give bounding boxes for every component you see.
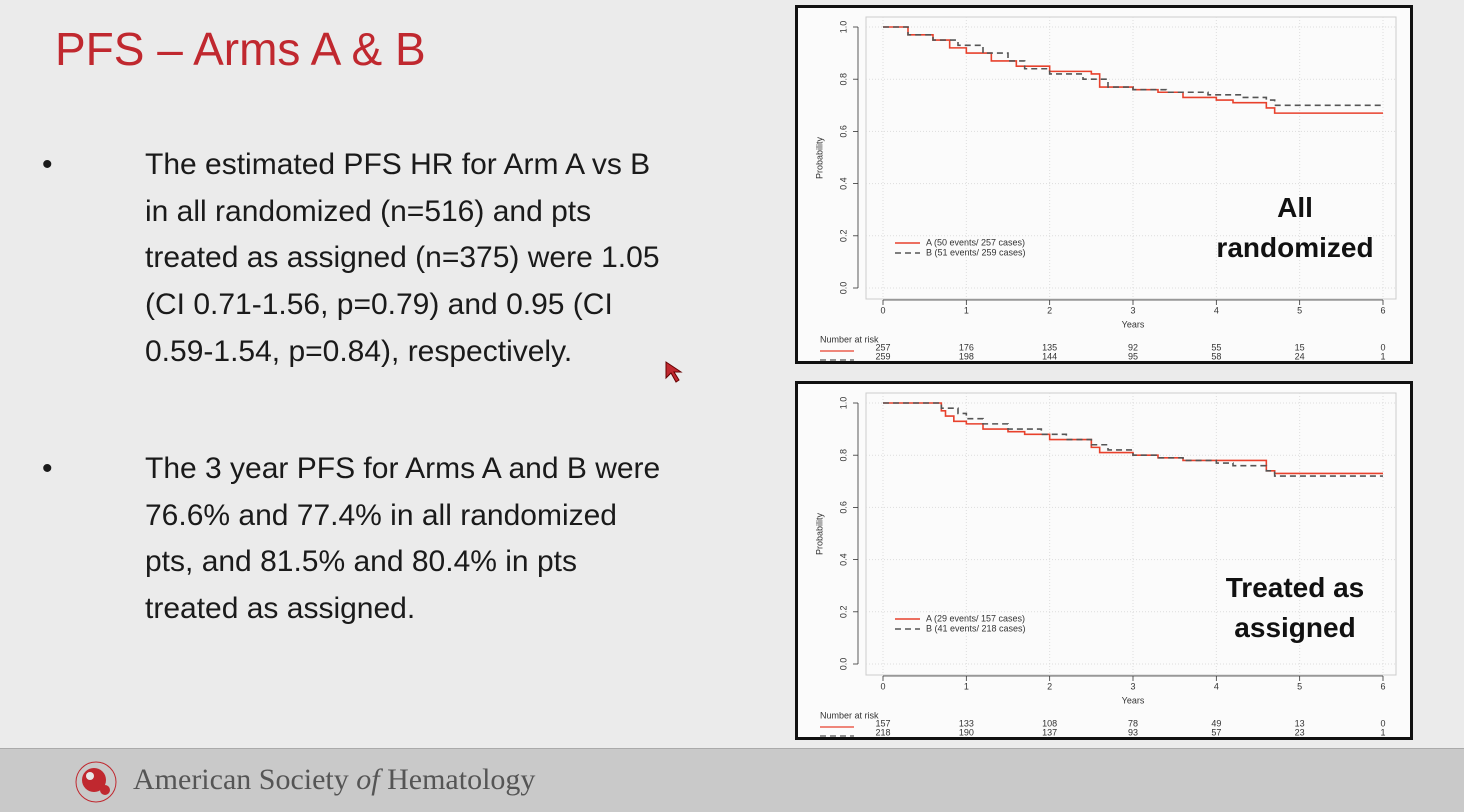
x-tick-label: 4 [1214, 305, 1219, 315]
y-tick-label: 0.6 [838, 501, 848, 514]
chart-annotation: All randomized [1216, 192, 1374, 263]
risk-table-title: Number at risk [820, 334, 879, 344]
y-axis-label: Probability [814, 512, 824, 555]
bullet-text: The estimated PFS HR for Arm A vs B in a… [145, 148, 660, 368]
risk-count: 78 [1128, 718, 1138, 728]
x-tick-label: 5 [1297, 681, 1302, 691]
risk-count: 144 [1042, 351, 1057, 361]
risk-count: 1 [1380, 727, 1385, 737]
km-chart: 0.0 0.2 0.4 0.6 0.8 1.0 Probability 0 1 2 3 4 5 6 Year… [795, 5, 1413, 364]
risk-count: 58 [1211, 351, 1221, 361]
risk-count: 190 [959, 727, 974, 737]
x-tick-label: 0 [880, 681, 885, 691]
bullet-dot: • [42, 148, 53, 181]
bullet-dot: • [42, 452, 53, 485]
y-tick-label: 0.6 [838, 125, 848, 138]
x-tick-label: 4 [1214, 681, 1219, 691]
risk-count: 57 [1211, 727, 1221, 737]
risk-count: 0 [1380, 342, 1385, 352]
x-tick-label: 2 [1047, 681, 1052, 691]
slide-title: PFS – Arms A & B [55, 23, 426, 75]
y-tick-label: 0.8 [838, 73, 848, 86]
x-axis-label: Years [1122, 319, 1145, 329]
risk-count: 93 [1128, 727, 1138, 737]
x-tick-label: 6 [1380, 305, 1385, 315]
y-tick-label: 0.2 [838, 230, 848, 243]
x-tick-label: 3 [1130, 305, 1135, 315]
x-tick-label: 1 [964, 681, 969, 691]
risk-count: 24 [1295, 351, 1305, 361]
bullet-text: The 3 year PFS for Arms A and B were 76.… [145, 452, 661, 626]
risk-table-title: Number at risk [820, 710, 879, 720]
y-tick-label: 0.4 [838, 177, 848, 190]
y-tick-label: 1.0 [838, 397, 848, 410]
x-tick-label: 5 [1297, 305, 1302, 315]
logo [75, 761, 117, 803]
plot-frame [865, 392, 1397, 676]
x-tick-label: 2 [1047, 305, 1052, 315]
risk-count: 55 [1211, 342, 1221, 352]
legend-label: B (51 events/ 259 cases) [926, 247, 1026, 257]
cursor [665, 361, 683, 383]
risk-count: 257 [875, 342, 890, 352]
risk-count: 135 [1042, 342, 1057, 352]
risk-count: 108 [1042, 718, 1057, 728]
y-tick-label: 0.0 [838, 282, 848, 295]
km-curve [883, 402, 1383, 475]
y-tick-label: 0.4 [838, 553, 848, 566]
y-tick-label: 1.0 [838, 21, 848, 34]
x-tick-label: 0 [880, 305, 885, 315]
km-curve [883, 402, 1383, 477]
risk-count: 198 [959, 351, 974, 361]
risk-count: 49 [1211, 718, 1221, 728]
x-tick-label: 3 [1130, 681, 1135, 691]
legend-label: A (50 events/ 257 cases) [926, 237, 1025, 247]
y-tick-label: 0.8 [838, 449, 848, 462]
org-name: American Society of Hematology [133, 763, 535, 797]
org-part: Hematology [387, 763, 536, 796]
legend-label: A (29 events/ 157 cases) [926, 613, 1025, 623]
risk-count: 259 [875, 351, 890, 361]
plot-frame [865, 16, 1397, 300]
org-part: American Society [133, 763, 349, 796]
risk-count: 92 [1128, 342, 1138, 352]
risk-count: 0 [1380, 718, 1385, 728]
km-curve [883, 26, 1383, 114]
chart-annotation: Treated as assigned [1225, 572, 1365, 643]
risk-count: 13 [1295, 718, 1305, 728]
legend-label: B (41 events/ 218 cases) [926, 623, 1026, 633]
x-tick-label: 1 [964, 305, 969, 315]
footer: American Society of Hematology [0, 748, 1464, 812]
risk-count: 95 [1128, 351, 1138, 361]
risk-count: 137 [1042, 727, 1057, 737]
org-part: of [356, 763, 380, 796]
x-axis-label: Years [1122, 695, 1145, 705]
x-tick-label: 6 [1380, 681, 1385, 691]
y-tick-label: 0.2 [838, 606, 848, 619]
y-axis-label: Probability [814, 136, 824, 179]
risk-count: 15 [1295, 342, 1305, 352]
risk-count: 218 [875, 727, 890, 737]
risk-count: 133 [959, 718, 974, 728]
risk-count: 157 [875, 718, 890, 728]
risk-count: 176 [959, 342, 974, 352]
risk-count: 1 [1380, 351, 1385, 361]
risk-count: 23 [1295, 727, 1305, 737]
y-tick-label: 0.0 [838, 658, 848, 671]
km-chart: 0.0 0.2 0.4 0.6 0.8 1.0 Probability 0 1 2 3 4 5 6 Year… [795, 381, 1413, 740]
